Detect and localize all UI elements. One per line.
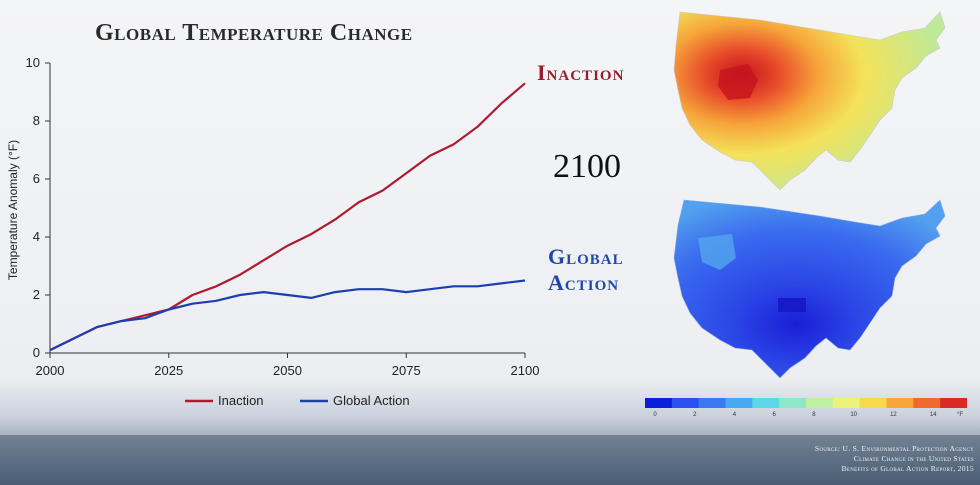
colorbar-tick-label: 14 [930,412,937,418]
chart-lines [49,82,526,352]
us-map-inaction [673,11,946,191]
colorbar-cell [645,398,673,408]
cool-light-patch [698,234,736,270]
source-line-2: Climate Change in the United States [853,454,974,463]
colorbar-tick-label: 12 [890,412,897,418]
x-tick-label: 2075 [392,363,421,378]
global-action-label: Global Action [548,244,624,296]
chart-ticks: 2000 2025 2050 2075 2100 0 2 4 6 8 10 [26,55,540,378]
x-tick-label: 2025 [154,363,183,378]
colorbar-unit: °F [957,412,963,418]
chart-legend: Inaction Global Action [185,393,410,408]
inaction-label: Inaction [537,60,625,85]
colorbar-tick-label: 10 [850,412,857,418]
colorbar-cell [698,398,726,408]
colorbar-tick-label: 6 [773,412,777,418]
legend-label: Inaction [218,393,264,408]
colorbar-cell [859,398,887,408]
source-line-1: Source: U. S. Environmental Protection A… [814,444,974,453]
colorbar-tick-label: 2 [693,412,697,418]
temperature-colorbar: 0 2 4 6 8 10 12 14 °F [645,398,967,418]
source-note: Source: U. S. Environmental Protection A… [815,444,974,474]
colorbar-cell [725,398,753,408]
colorbar-cell [779,398,807,408]
us-temperature-maps [673,11,946,379]
temperature-line-chart: 2000 2025 2050 2075 2100 0 2 4 6 8 10 Temperature … [6,55,540,408]
hot-core [718,64,758,100]
colorbar-cell [886,398,914,408]
series-line-inaction [49,82,526,352]
cool-core [778,298,806,312]
y-axis-label: Temperature Anomaly (°F) [6,140,20,280]
map-year: 2100 [553,148,621,185]
y-tick-label: 8 [33,113,40,128]
colorbar-cell [832,398,861,408]
x-tick-label: 2100 [511,363,540,378]
colorbar-tick-label: 4 [733,412,737,418]
colorbar-cell [806,398,834,408]
colorbar-cell [671,398,700,408]
x-tick-label: 2050 [273,363,302,378]
series-line-global-action [49,279,526,352]
colorbar-cell [940,398,967,408]
global-action-label-line1: Global [548,244,624,269]
colorbar-cell [752,398,780,408]
chart-axes [49,63,525,354]
source-line-3: Benefits of Global Action Report, 2015 [841,464,974,473]
y-tick-label: 0 [33,345,40,360]
colorbar-cell [913,398,941,408]
colorbar-tick-label: 8 [812,412,816,418]
colorbar-tick-label: 0 [653,412,657,418]
y-tick-label: 4 [33,229,40,244]
y-tick-label: 6 [33,171,40,186]
legend-label: Global Action [333,393,410,408]
us-map-global-action [673,199,946,379]
y-tick-label: 10 [26,55,40,70]
global-action-label-line2: Action [548,270,620,295]
page-title: Global Temperature Change [95,20,413,46]
x-tick-label: 2000 [36,363,65,378]
y-tick-label: 2 [33,287,40,302]
